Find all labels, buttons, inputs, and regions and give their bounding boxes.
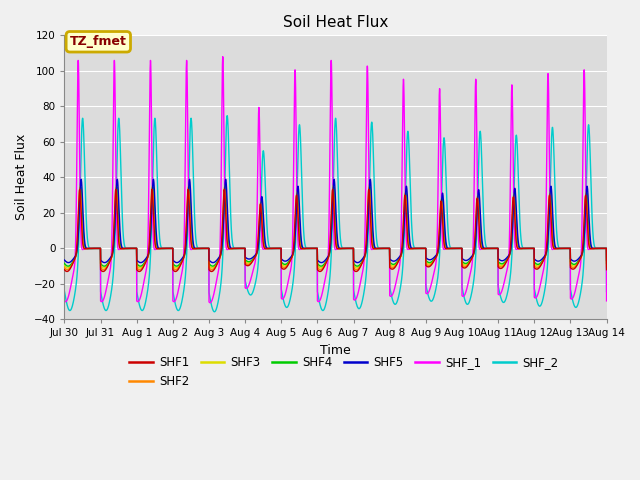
X-axis label: Time: Time <box>320 344 351 357</box>
Legend: SHF1, SHF2, SHF3, SHF4, SHF5, SHF_1, SHF_2: SHF1, SHF2, SHF3, SHF4, SHF5, SHF_1, SHF… <box>125 352 563 393</box>
Text: TZ_fmet: TZ_fmet <box>70 35 127 48</box>
Title: Soil Heat Flux: Soil Heat Flux <box>283 15 388 30</box>
Y-axis label: Soil Heat Flux: Soil Heat Flux <box>15 134 28 220</box>
